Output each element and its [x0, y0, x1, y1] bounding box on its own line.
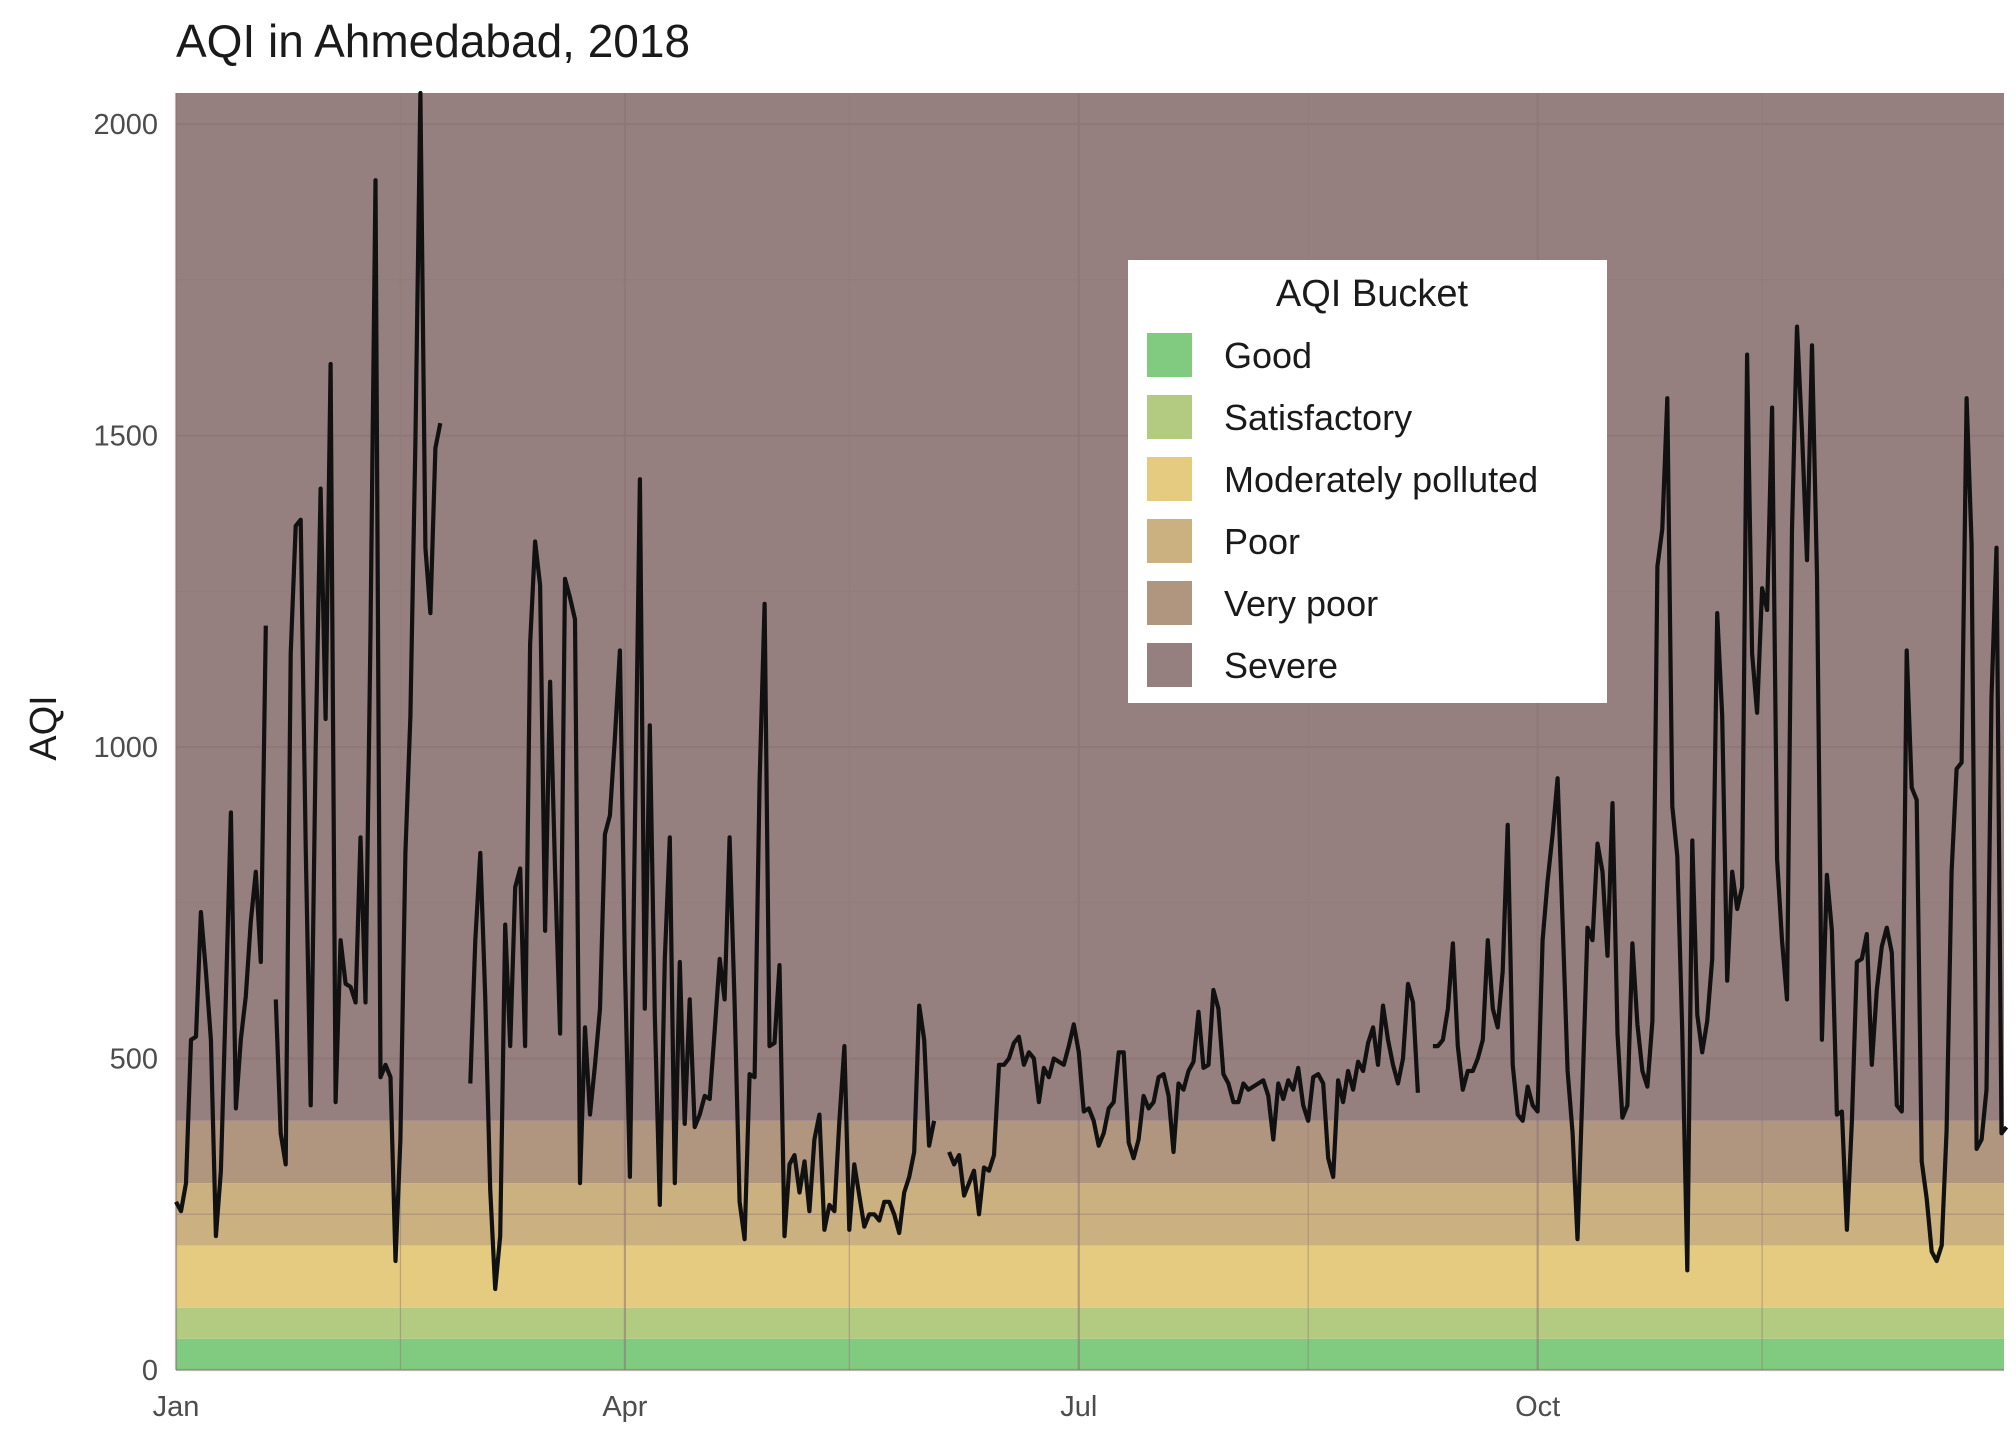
y-tick-label: 0 — [142, 1355, 158, 1387]
y-tick-label: 1500 — [93, 421, 158, 453]
legend-swatch-very-poor — [1147, 581, 1192, 625]
legend-swatch-good — [1147, 333, 1192, 377]
legend-label-severe: Severe — [1224, 645, 1338, 686]
legend-label-very-poor: Very poor — [1224, 583, 1378, 624]
aqi-line-segment-5 — [1432, 324, 2009, 1273]
legend-label-good: Good — [1224, 335, 1312, 376]
y-tick-label: 500 — [110, 1044, 158, 1076]
band-severe — [176, 93, 2004, 1121]
aqi-line-segment-4 — [947, 981, 1420, 1217]
aqi-line-segment-3 — [468, 477, 937, 1292]
legend-swatch-poor — [1147, 519, 1192, 563]
legend-label-moderately-polluted: Moderately polluted — [1224, 459, 1538, 500]
aqi-line-segment-1 — [174, 625, 268, 1239]
x-tick-label: Jul — [1060, 1391, 1097, 1423]
y-axis-ticks: 0 500 1000 1500 2000 — [93, 109, 158, 1387]
legend-label-poor: Poor — [1224, 521, 1300, 562]
y-tick-label: 2000 — [93, 109, 158, 141]
x-tick-label: Apr — [602, 1391, 647, 1423]
band-good — [176, 1338, 2004, 1370]
legend-background — [1128, 260, 1607, 703]
legend-title: AQI Bucket — [1276, 273, 1469, 315]
legend-items: Good Satisfactory Moderately polluted Poor V… — [1147, 333, 1538, 687]
legend: AQI Bucket Good Satisfactory Moderately po… — [1128, 260, 1607, 703]
legend-swatch-severe — [1147, 643, 1192, 687]
band-moderately-polluted — [176, 1245, 2004, 1308]
legend-swatch-satisfactory — [1147, 395, 1192, 439]
aqi-bucket-bands — [176, 93, 2004, 1370]
y-tick-label: 1000 — [93, 732, 158, 764]
aqi-line-series — [174, 90, 2009, 1292]
band-satisfactory — [176, 1307, 2004, 1339]
band-very-poor — [176, 1120, 2004, 1184]
x-tick-label: Jan — [153, 1391, 200, 1423]
legend-label-satisfactory: Satisfactory — [1224, 397, 1412, 438]
aqi-line-segment-2 — [273, 90, 443, 1264]
chart-title: AQI in Ahmedabad, 2018 — [176, 15, 691, 67]
legend-swatch-moderately-polluted — [1147, 457, 1192, 501]
y-axis-title: AQI — [23, 695, 65, 760]
x-tick-label: Oct — [1515, 1391, 1560, 1423]
x-axis-ticks: Jan Apr Jul Oct — [153, 1391, 1561, 1423]
